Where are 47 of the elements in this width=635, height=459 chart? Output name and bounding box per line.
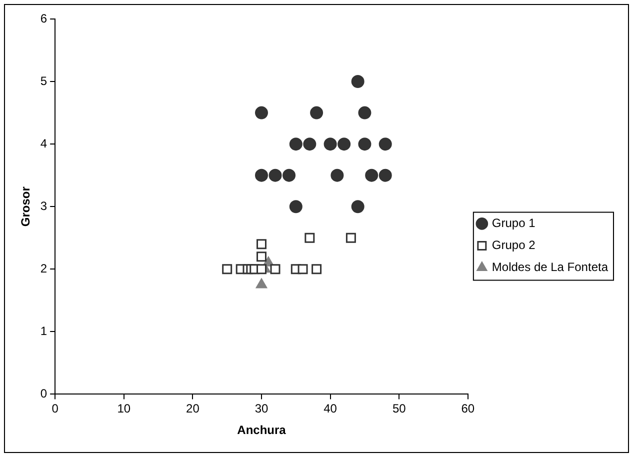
point (289, 138, 302, 151)
point (268, 168, 282, 182)
point (351, 75, 364, 88)
point (365, 168, 378, 182)
point (255, 106, 268, 120)
y-tick-label: 6 (40, 11, 48, 26)
point (289, 200, 302, 214)
x-tick-label: 10 (117, 402, 131, 416)
point (256, 239, 266, 250)
y-tick-label: 4 (40, 136, 48, 150)
point (256, 252, 266, 262)
x-tick-label: 30 (254, 402, 268, 416)
point (222, 264, 232, 274)
y-tick-label: 0 (40, 386, 48, 401)
point (270, 264, 280, 274)
y-axis-title: Grosor (18, 186, 33, 227)
legend-label: Moldes de La Fonteta (492, 260, 608, 274)
legend-label: Grupo 2 (492, 238, 536, 252)
x-tick-label: 20 (186, 402, 200, 416)
point (358, 138, 372, 151)
y-tick-label: 5 (40, 74, 48, 88)
y-tick-label: 1 (40, 324, 48, 338)
x-tick-label: 0 (52, 402, 59, 416)
point (282, 168, 296, 182)
x-tick-label: 50 (392, 402, 406, 416)
point (358, 106, 372, 120)
x-axis-title: Anchura (237, 423, 286, 438)
y-tick-label: 2 (40, 261, 48, 276)
point (378, 168, 392, 182)
point (346, 232, 356, 243)
point (298, 264, 308, 274)
point (330, 168, 344, 182)
legend-label: Grupo 1 (492, 216, 536, 230)
point (256, 264, 266, 274)
point (256, 278, 268, 288)
point (303, 138, 316, 151)
point (255, 168, 268, 182)
point (338, 138, 351, 151)
point (324, 138, 337, 151)
point (312, 264, 322, 274)
x-tick-label: 60 (461, 402, 475, 416)
point (378, 138, 392, 151)
point (304, 232, 315, 243)
point (351, 200, 364, 214)
y-tick-label: 3 (40, 198, 48, 213)
x-tick-label: 40 (324, 402, 338, 416)
point (310, 106, 324, 120)
